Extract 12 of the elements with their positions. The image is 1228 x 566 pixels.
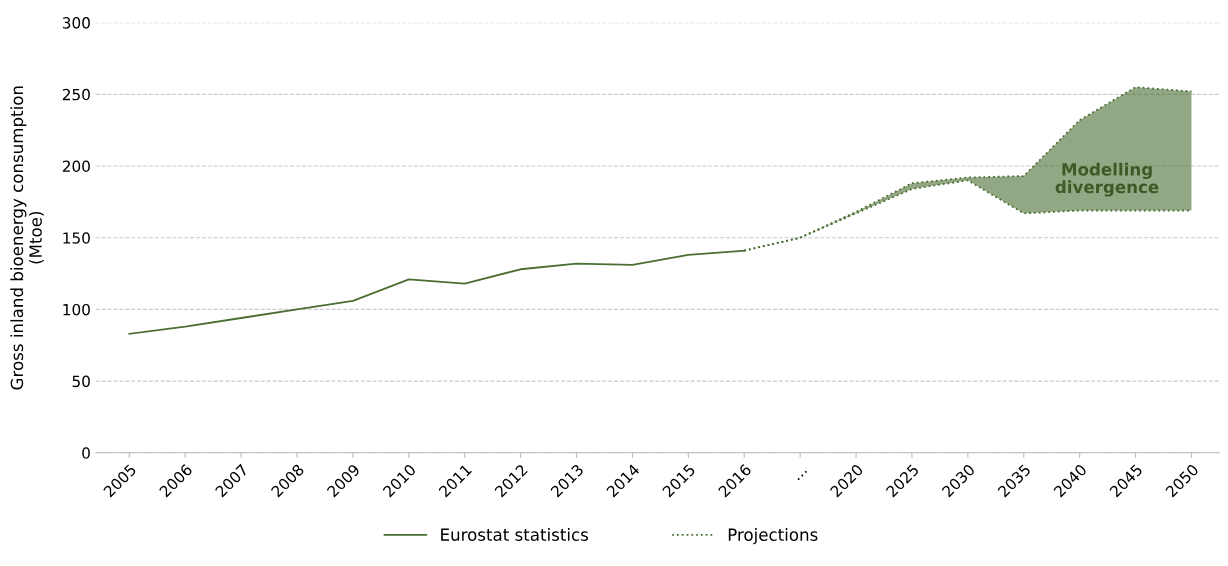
y-tick-label: 100 — [63, 303, 90, 316]
y-axis-title: Gross inland bioenergy consumption (Mtoe) — [10, 86, 44, 390]
y-tick-label: 0 — [82, 447, 90, 459]
legend-label: Eurostat statistics — [441, 528, 589, 541]
y-tick-label: 200 — [62, 160, 90, 173]
x-tick-label: … — [797, 470, 808, 481]
y-tick-label: 150 — [63, 232, 90, 244]
y-tick-label: 50 — [72, 375, 90, 388]
y-tick-label: 300 — [62, 17, 90, 29]
legend-label: Projections — [728, 528, 818, 545]
y-tick-label: 250 — [62, 88, 90, 101]
annotation: Modelling divergence — [1055, 162, 1159, 197]
